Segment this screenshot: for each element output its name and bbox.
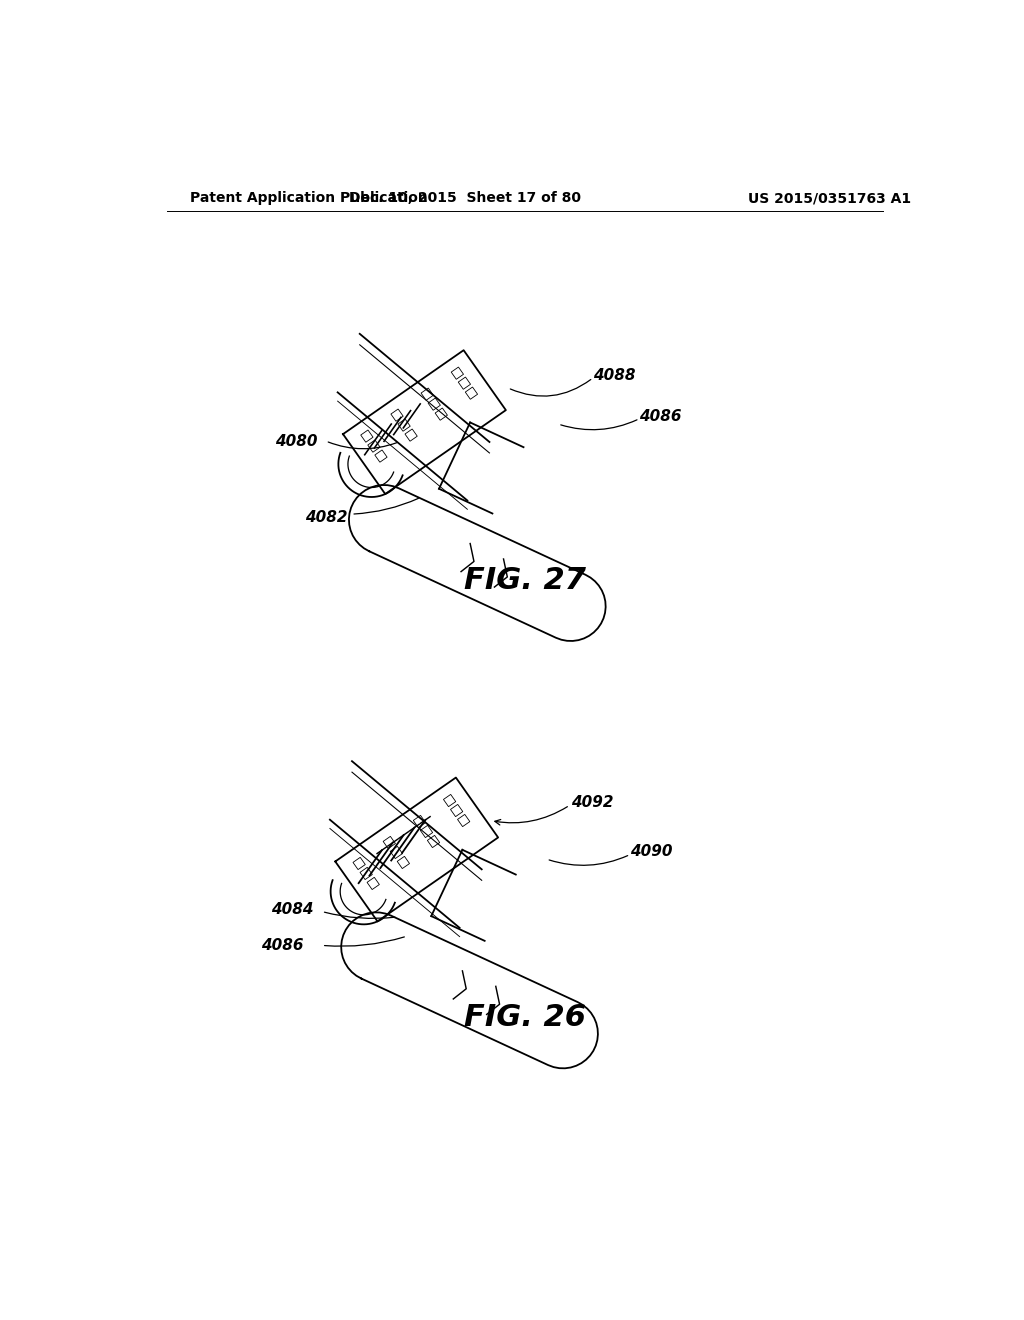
Bar xyxy=(465,387,477,399)
Bar xyxy=(428,399,440,411)
Bar xyxy=(390,846,402,858)
Text: 4082: 4082 xyxy=(305,510,347,525)
Bar xyxy=(427,836,439,847)
Text: FIG. 26: FIG. 26 xyxy=(464,1003,586,1032)
Text: 4090: 4090 xyxy=(630,843,673,859)
Bar xyxy=(383,837,395,849)
Bar xyxy=(452,367,464,379)
Text: US 2015/0351763 A1: US 2015/0351763 A1 xyxy=(748,191,911,206)
Bar xyxy=(421,388,433,400)
Text: 4088: 4088 xyxy=(593,368,636,383)
Bar xyxy=(391,409,403,421)
Text: Dec. 10, 2015  Sheet 17 of 80: Dec. 10, 2015 Sheet 17 of 80 xyxy=(349,191,582,206)
Bar xyxy=(458,814,470,826)
Bar xyxy=(443,795,456,807)
Bar xyxy=(368,440,380,453)
Text: 4086: 4086 xyxy=(261,937,304,953)
Text: 4084: 4084 xyxy=(271,903,314,917)
Bar xyxy=(360,867,373,879)
Bar xyxy=(398,418,411,432)
Bar xyxy=(404,429,417,441)
Text: 4092: 4092 xyxy=(571,795,613,809)
Text: 4080: 4080 xyxy=(275,434,317,449)
Bar xyxy=(367,878,379,890)
Bar xyxy=(458,378,471,389)
Bar xyxy=(397,857,410,869)
Bar xyxy=(451,804,463,817)
Bar xyxy=(414,816,426,828)
Bar xyxy=(360,430,373,442)
Bar xyxy=(420,825,432,838)
Bar xyxy=(353,858,366,870)
Text: FIG. 27: FIG. 27 xyxy=(464,566,586,595)
Bar xyxy=(435,408,447,420)
Bar xyxy=(375,450,387,462)
Text: Patent Application Publication: Patent Application Publication xyxy=(190,191,428,206)
Text: 4086: 4086 xyxy=(640,409,682,424)
